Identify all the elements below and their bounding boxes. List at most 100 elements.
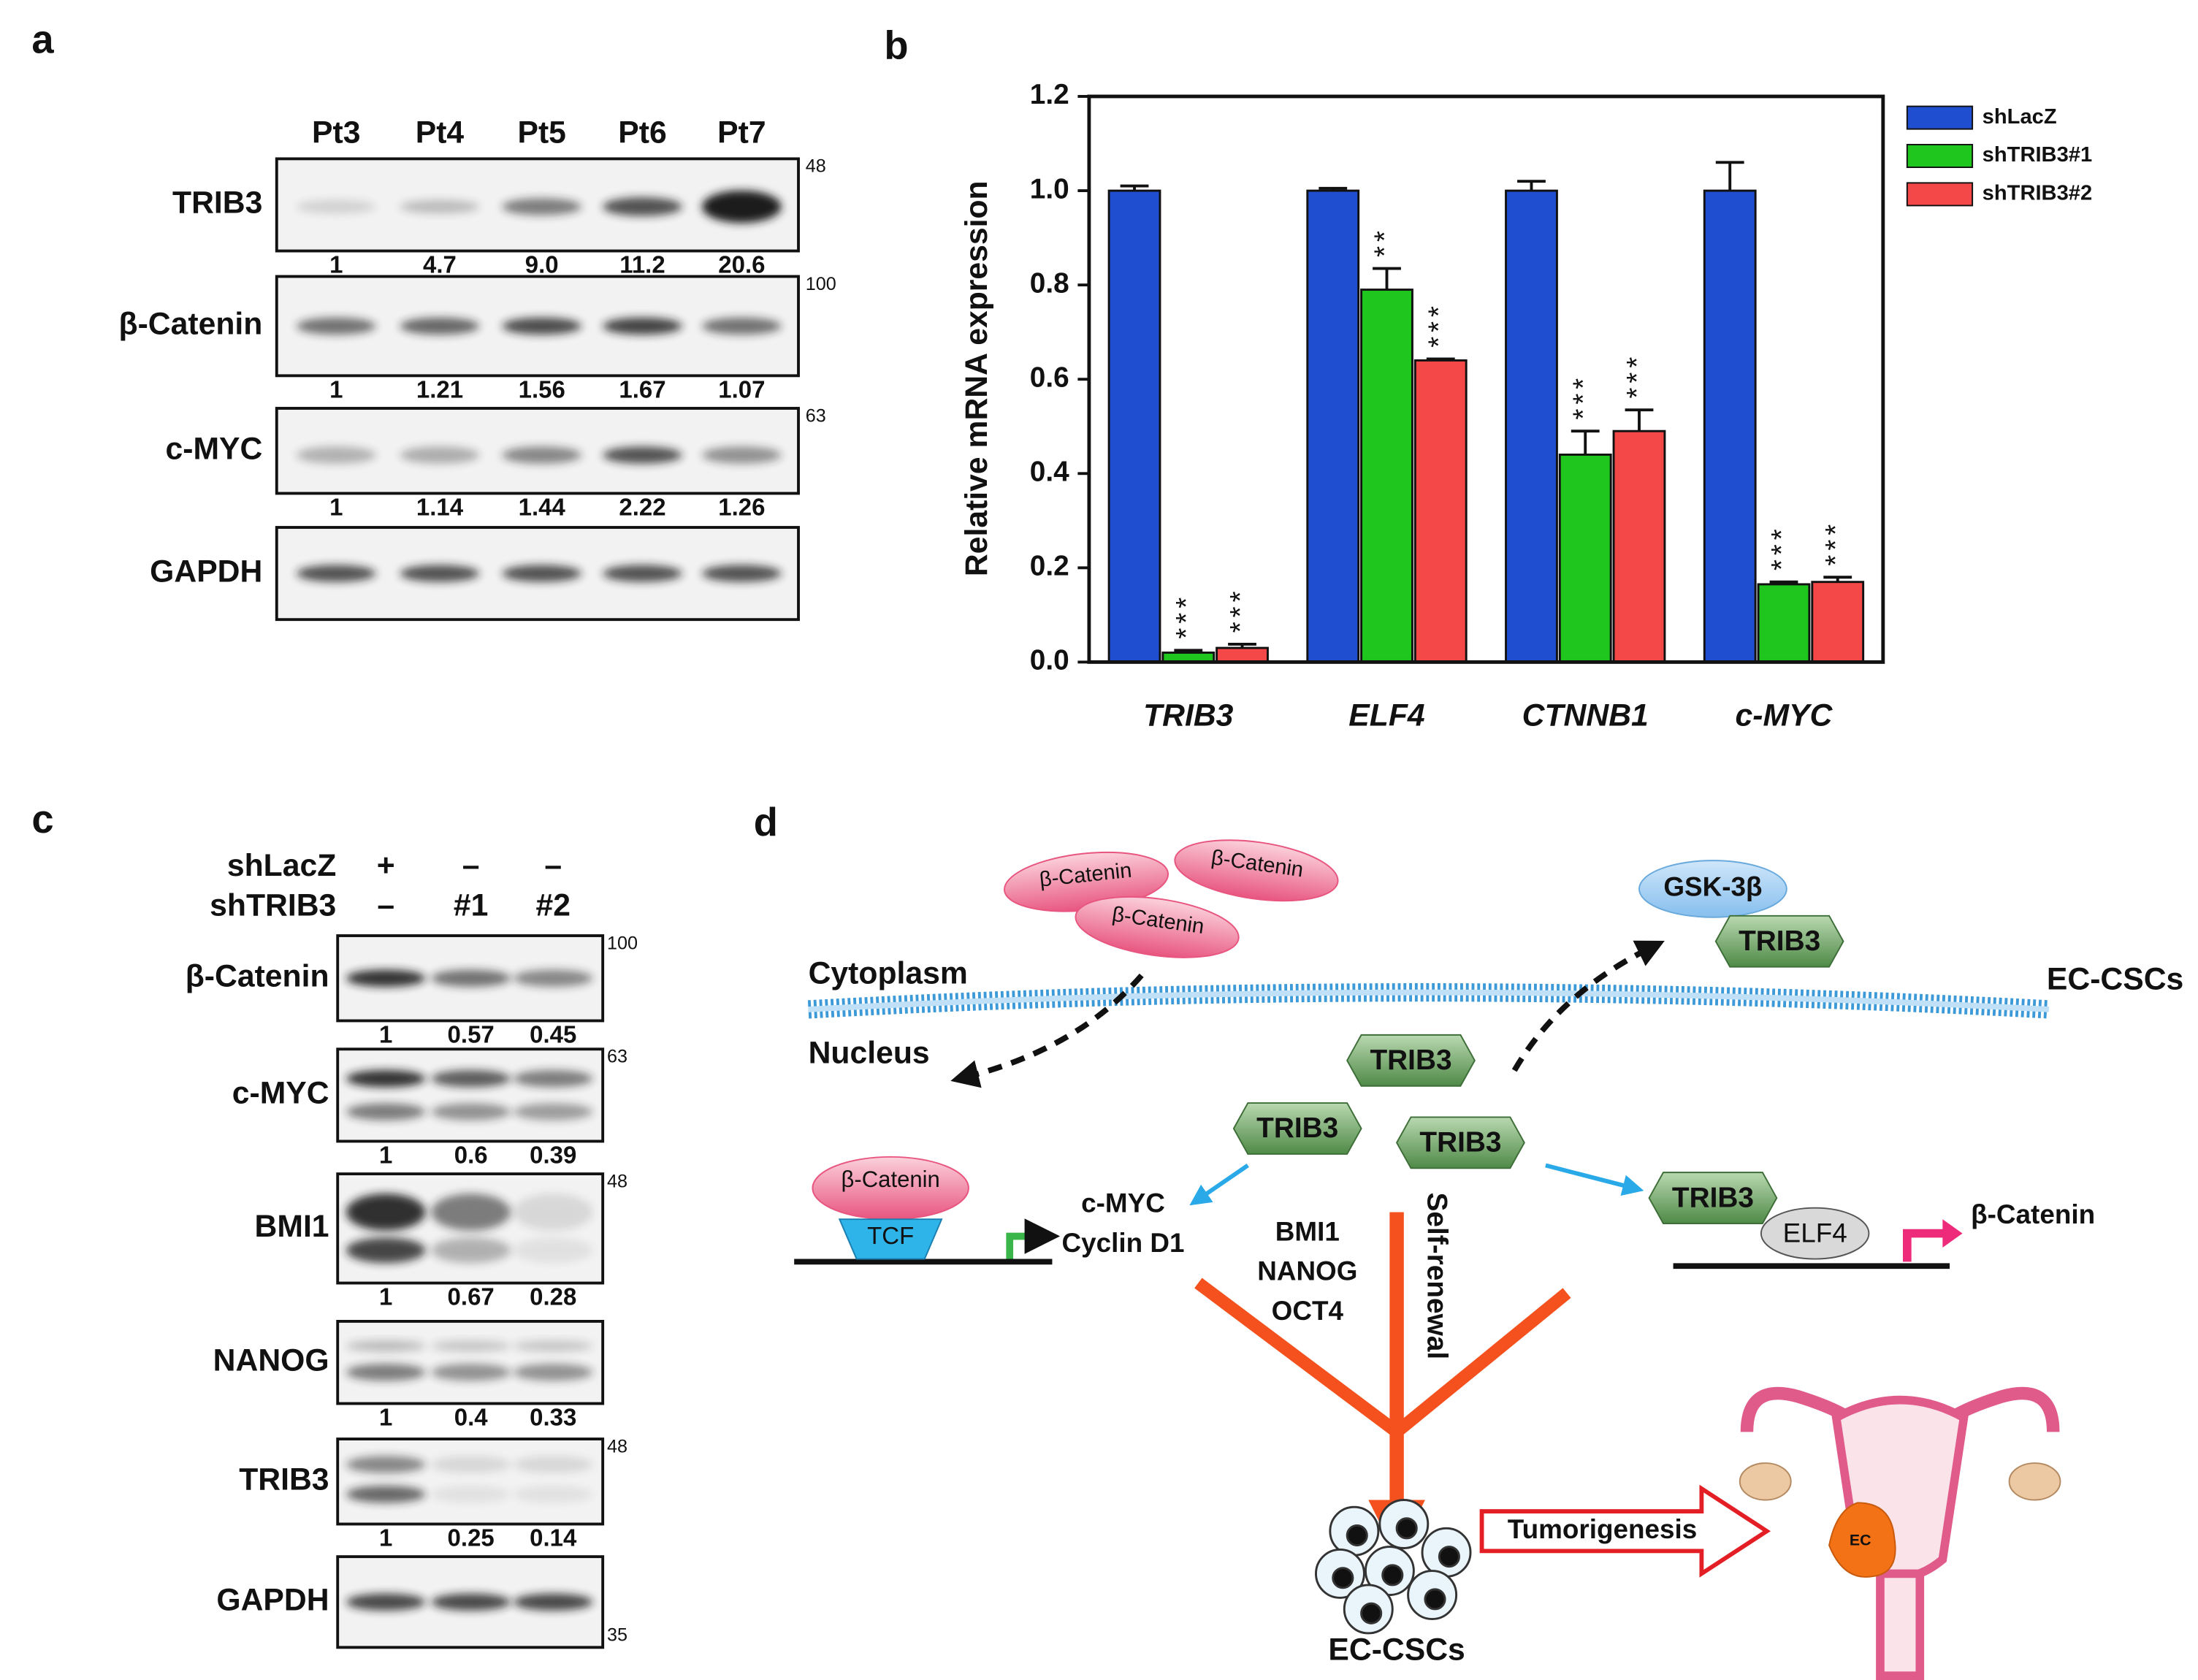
blot-frame — [336, 1320, 605, 1405]
band — [513, 969, 593, 987]
band — [513, 1194, 593, 1231]
condition-value: #2 — [536, 887, 571, 923]
band — [431, 1364, 511, 1381]
band — [702, 446, 782, 464]
significance: *** — [1766, 524, 1798, 570]
band — [513, 1456, 593, 1473]
mw-marker: 48 — [806, 156, 826, 177]
compartment-label: Nucleus — [809, 1035, 930, 1070]
band — [400, 199, 480, 214]
y-tick-label: 0.0 — [1030, 645, 1069, 676]
activation-arrow — [1189, 1164, 1249, 1206]
bar — [1811, 581, 1865, 663]
beta-catenin-shape — [1174, 839, 1339, 902]
panel-label: a — [31, 18, 54, 62]
diagram-shapes — [794, 940, 2061, 1680]
plot-frame — [1087, 94, 1885, 664]
trib3-shape — [1232, 1102, 1362, 1155]
quantification: 0.33 — [530, 1404, 576, 1431]
band — [603, 197, 682, 216]
quantification: 1.44 — [519, 494, 566, 521]
significance: *** — [1225, 587, 1256, 633]
quantification: 0.4 — [454, 1404, 489, 1431]
band — [502, 446, 582, 464]
y-tick-label: 0.8 — [1030, 267, 1069, 299]
quantification: 1 — [329, 494, 343, 521]
bar — [1612, 429, 1666, 663]
row-label: β-Catenin — [119, 307, 263, 342]
quantification: 1 — [379, 1021, 392, 1048]
condition-label: shTRIB3 — [210, 887, 336, 923]
band — [513, 1486, 593, 1503]
band — [603, 446, 682, 464]
bar — [1306, 189, 1360, 663]
tumorigenesis-arrow — [1479, 1484, 1771, 1578]
promoter-arrow — [1903, 1229, 1946, 1262]
row-label: GAPDH — [150, 554, 262, 589]
quantification: 20.6 — [718, 251, 765, 278]
quantification: 1.56 — [519, 375, 565, 402]
band — [400, 317, 480, 335]
mw-marker: 48 — [607, 1171, 627, 1191]
lane-label: Pt5 — [517, 115, 565, 150]
process-label: Self-renewal — [1421, 1193, 1452, 1360]
band — [431, 1593, 511, 1611]
protein-label: TRIB3 — [1370, 1045, 1451, 1076]
band — [502, 198, 582, 215]
band — [513, 1364, 593, 1381]
arrow-label: Tumorigenesis — [1508, 1514, 1697, 1544]
gene-label: BMI1 — [1275, 1216, 1340, 1246]
outcome-label: EC-CSCs — [1328, 1632, 1465, 1667]
x-tick-label: ELF4 — [1348, 698, 1425, 733]
band — [431, 1194, 511, 1231]
promoter-arrow — [1006, 1218, 1061, 1259]
mw-marker: 48 — [607, 1436, 627, 1456]
band — [431, 1486, 511, 1503]
uterus — [1739, 1386, 2061, 1680]
row-label: c-MYC — [232, 1076, 329, 1111]
quantification: 1 — [379, 1404, 392, 1431]
band — [702, 317, 782, 335]
condition-value: #1 — [454, 887, 488, 923]
quantification: 0.45 — [530, 1021, 576, 1048]
lane-label: Pt3 — [312, 115, 360, 150]
activation-arrow — [1545, 1163, 1644, 1196]
protein-label: β-Catenin — [842, 1167, 940, 1192]
bar — [1757, 583, 1811, 663]
compartment-label: Cytoplasm — [809, 956, 968, 991]
significance: *** — [1568, 374, 1599, 420]
y-tick-label: 1.2 — [1030, 79, 1069, 110]
significance: *** — [1424, 302, 1455, 348]
row-label: GAPDH — [216, 1583, 329, 1618]
band — [603, 317, 682, 335]
membrane-core — [808, 989, 2050, 1012]
band — [346, 1070, 426, 1088]
band — [346, 1340, 426, 1352]
row-label: β-Catenin — [186, 959, 329, 994]
gene-label: NANOG — [1257, 1256, 1357, 1286]
mw-marker: 100 — [806, 274, 836, 294]
quantification: 0.14 — [530, 1524, 577, 1551]
legend-swatch — [1906, 182, 1974, 207]
significance: *** — [1820, 520, 1852, 566]
trib3-shape — [1648, 1172, 1778, 1224]
gsk-shape — [1638, 860, 1787, 918]
promoter-arrowhead — [1942, 1219, 1963, 1248]
quantification: 0.57 — [448, 1021, 495, 1048]
band — [431, 969, 511, 987]
x-tick-label: CTNNB1 — [1522, 698, 1649, 733]
quantification: 1.67 — [619, 375, 665, 402]
quantification: 1 — [379, 1283, 392, 1310]
band — [431, 1456, 511, 1473]
quantification: 1 — [329, 251, 343, 278]
y-tick-label: 0.2 — [1030, 551, 1069, 582]
band — [431, 1237, 511, 1264]
quantification: 1.14 — [416, 494, 464, 521]
significance: ** — [1370, 226, 1401, 257]
legend-label: shTRIB3#2 — [1983, 182, 2092, 205]
legend-swatch — [1906, 144, 1974, 168]
lane-label: Pt6 — [618, 115, 666, 150]
condition-value: – — [377, 887, 394, 923]
band — [603, 565, 682, 582]
